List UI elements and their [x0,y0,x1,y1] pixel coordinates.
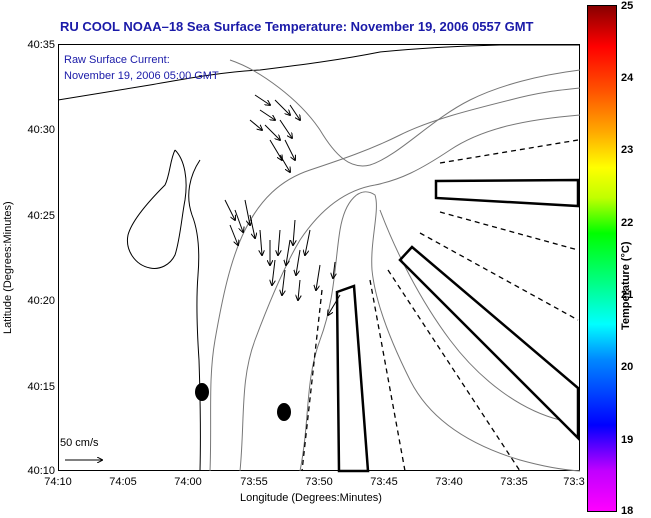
cbar-tick: 24 [621,72,634,84]
cbar-tick: 22 [621,217,634,229]
map-title: RU COOL NOAA–18 Sea Surface Temperature:… [60,19,534,34]
xtick: 74:00 [174,476,202,488]
scale-label: 50 cm/s [60,437,99,449]
radar-beams [335,178,580,473]
radial-dashed-lines [301,139,579,472]
ytick: 40:35 [27,39,55,51]
ytick: 40:25 [27,210,55,222]
current-label-2: November 19, 2006 05:00 GMT [64,70,219,82]
y-axis-title: Latitude (Degrees:Minutes) [2,201,14,334]
xtick: 73:3 [563,476,585,488]
xtick: 73:50 [305,476,333,488]
xtick: 73:40 [435,476,463,488]
cbar-tick: 18 [621,505,634,517]
ytick: 40:15 [27,381,55,393]
xtick: 73:35 [500,476,528,488]
cbar-tick: 25 [621,0,634,12]
coastline [57,44,580,101]
ytick: 40:10 [27,465,55,477]
current-label-1: Raw Surface Current: [64,54,170,66]
cbar-tick: 23 [621,144,634,156]
marker-dot-1 [195,383,209,401]
bathymetry-contours [209,59,581,472]
xtick: 73:55 [240,476,268,488]
xtick: 73:45 [370,476,398,488]
map-plot-area [58,44,580,471]
cbar-tick: 20 [621,361,634,373]
xtick: 74:10 [44,476,72,488]
temperature-colorbar [587,5,617,512]
ytick: 40:30 [27,124,55,136]
x-axis-title: Longitude (Degrees:Minutes) [240,492,382,504]
current-vectors [224,94,341,315]
xtick: 74:05 [109,476,137,488]
marker-dot-2 [277,403,291,421]
ytick: 40:20 [27,295,55,307]
cbar-tick: 21 [621,289,634,301]
cbar-tick: 19 [621,434,634,446]
coastline-inlet [126,149,187,269]
colorbar-title: Temperature (°C) [620,241,632,330]
coastline-shore [188,159,201,472]
